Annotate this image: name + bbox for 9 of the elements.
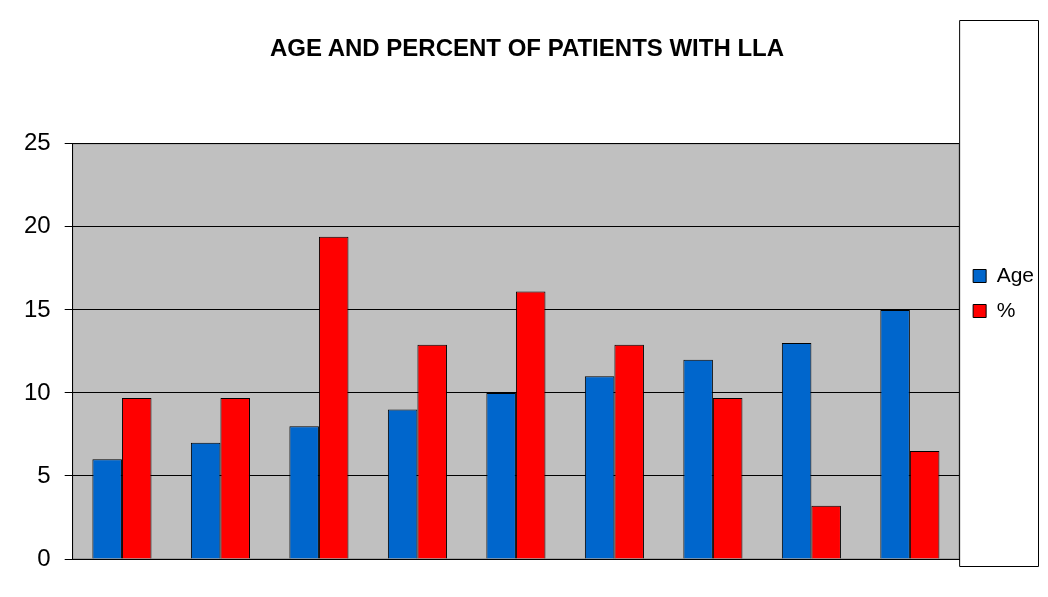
- y-tick-label: 20: [23, 211, 51, 239]
- chart-title: AGE AND PERCENT OF PATIENTS WITH LLA: [269, 34, 785, 62]
- y-tick-label: 10: [23, 377, 51, 405]
- y-tick-label: 5: [37, 460, 51, 488]
- y-tick-label: 0: [37, 543, 51, 571]
- y-tick-label: 15: [23, 294, 51, 322]
- legend-label: Age: [996, 262, 1035, 286]
- y-tick-label: 25: [23, 128, 51, 156]
- legend-label: %: [996, 297, 1016, 321]
